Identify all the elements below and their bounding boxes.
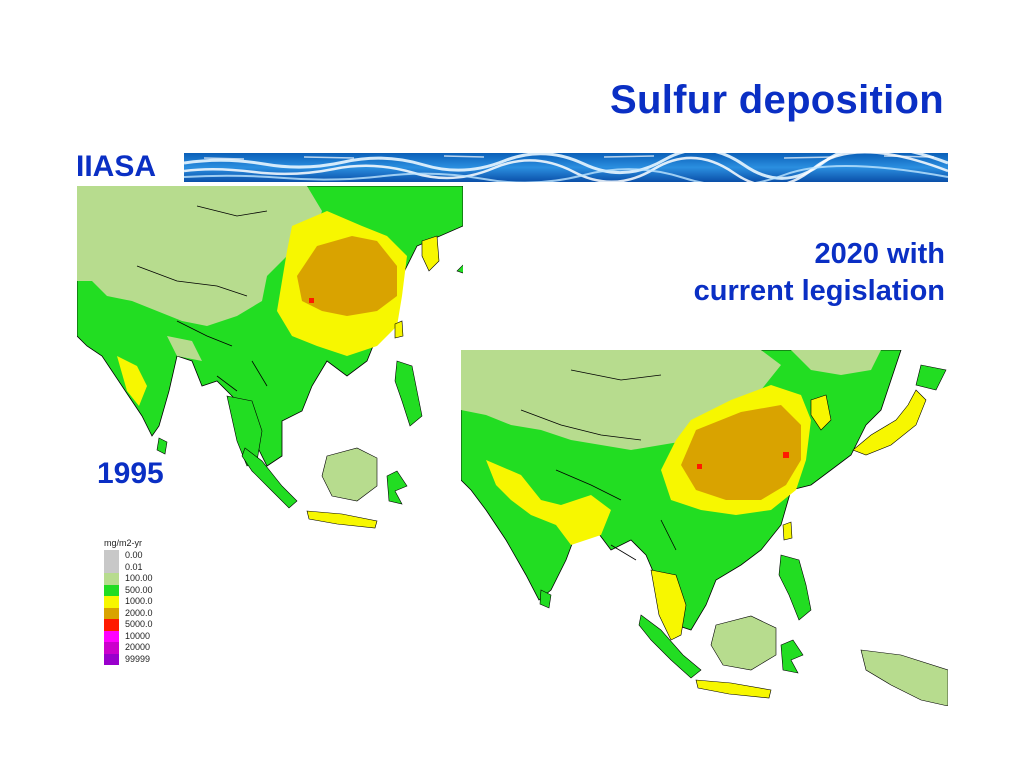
land-java: [695, 679, 772, 699]
legend-swatch: [104, 619, 119, 631]
legend-swatch: [104, 550, 119, 562]
year-1995-label: 1995: [97, 457, 164, 490]
legend-item: 100.00: [104, 573, 194, 585]
land-japan: [852, 389, 927, 456]
map-legend: mg/m2-yr 0.00 0.01 100.00 500.00 1000.0 2000.…: [104, 536, 194, 665]
border-lines: [520, 369, 677, 561]
scenario-2020-label: 2020 with current legislation: [694, 236, 945, 310]
legend-item: 5000.0: [104, 619, 194, 631]
scenario-line-1: 2020 with: [814, 238, 945, 270]
legend-item: 20000: [104, 642, 194, 654]
zone-low-north: [791, 350, 881, 375]
zone-very-high-china: [681, 405, 801, 500]
legend-label: 10000: [125, 630, 151, 641]
ocean-wave-banner-icon: [184, 153, 948, 182]
legend-swatch: [104, 607, 119, 619]
legend-swatch: [104, 584, 119, 596]
map-1995: [77, 186, 463, 531]
legend-label: 0.01: [125, 561, 143, 572]
land-sulawesi: [780, 639, 804, 674]
legend-item: 2000.0: [104, 607, 194, 619]
legend-rows: 0.00 0.01 100.00 500.00 1000.0 2000.0 5000.0 10…: [104, 550, 194, 665]
land-borneo: [321, 447, 378, 502]
legend-label: 2000.0: [125, 607, 153, 618]
land-taiwan: [394, 320, 404, 339]
org-label: IIASA: [76, 150, 157, 183]
map-1995-svg: [77, 186, 463, 529]
legend-label: 99999: [125, 653, 151, 664]
border-lines: [136, 205, 268, 392]
land-japan: [456, 264, 463, 274]
land-sulawesi: [386, 470, 408, 505]
zone-high-india: [117, 356, 147, 406]
hotspot-2020-east: [783, 452, 789, 458]
land-indochina: [650, 569, 687, 641]
land-sri-lanka: [156, 437, 168, 455]
zone-high-india: [486, 460, 611, 545]
zone-low-south: [167, 336, 202, 361]
land-korea: [810, 394, 832, 431]
legend-label: 1000.0: [125, 596, 153, 606]
scenario-line-2: current legislation: [693, 275, 945, 307]
legend-label: 5000.0: [125, 619, 153, 629]
land-sri-lanka: [539, 589, 552, 609]
land-java: [306, 510, 378, 529]
legend-unit: mg/m2-yr: [104, 538, 142, 548]
legend-label: 20000: [125, 642, 151, 652]
legend-swatch: [104, 573, 119, 585]
map-2020: [461, 350, 948, 706]
legend-swatch: [104, 630, 119, 642]
land-new-guinea: [860, 649, 948, 706]
legend-item: 99999: [104, 653, 194, 665]
land-sumatra: [638, 614, 702, 679]
legend-item: 0.00: [104, 550, 194, 562]
land-borneo: [710, 615, 777, 671]
zone-low-interior: [77, 186, 322, 326]
legend-label: 100.00: [125, 573, 153, 583]
land-japan-north: [915, 364, 947, 391]
land-philippines: [394, 360, 423, 427]
map-2020-svg: [461, 350, 948, 706]
legend-item: 0.01: [104, 561, 194, 573]
legend-swatch: [104, 642, 119, 654]
legend-swatch: [104, 653, 119, 665]
legend-label: 0.00: [125, 550, 143, 560]
land-taiwan: [782, 521, 793, 541]
land-korea: [421, 235, 440, 272]
legend-item: 1000.0: [104, 596, 194, 608]
hotspot-2020-west: [697, 464, 702, 469]
legend-item: 10000: [104, 630, 194, 642]
slide-title: Sulfur deposition: [610, 78, 944, 122]
zone-very-high-china: [297, 236, 397, 316]
hotspot-1995: [309, 298, 314, 303]
legend-swatch: [104, 596, 119, 608]
legend-label: 500.00: [125, 584, 153, 595]
land-philippines: [778, 554, 812, 621]
legend-swatch: [104, 561, 119, 573]
legend-item: 500.00: [104, 584, 194, 596]
land-sumatra: [241, 447, 298, 509]
